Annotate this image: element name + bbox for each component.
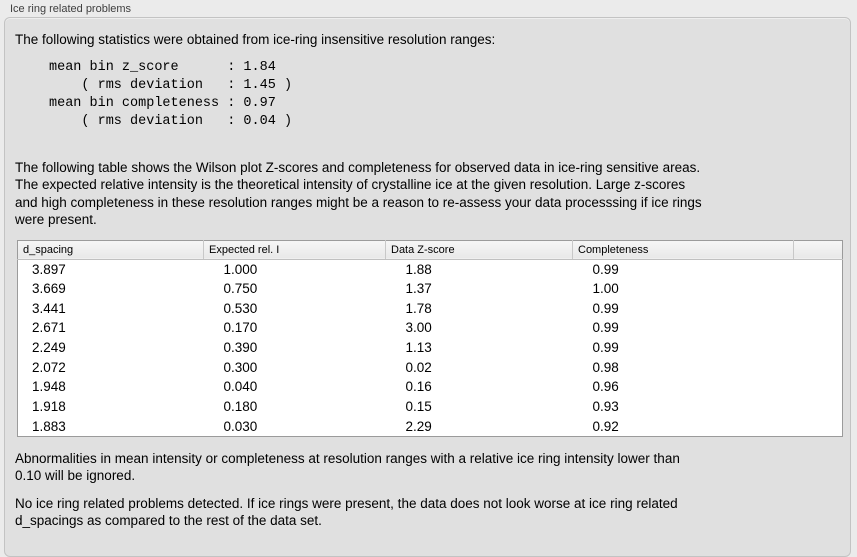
table-cell[interactable]: 1.37	[405, 281, 432, 297]
column-header-completeness[interactable]: Completeness	[572, 240, 794, 260]
column-header-expected-rel-i[interactable]: Expected rel. I	[203, 240, 386, 260]
table-cell[interactable]: 3.441	[32, 300, 66, 316]
table-row[interactable]: 3.897 1.000 1.88 0.99	[18, 259, 843, 279]
table-cell[interactable]: 1.00	[592, 281, 619, 297]
table-cell[interactable]: 2.29	[405, 418, 432, 434]
table-cell[interactable]: 1.88	[405, 261, 432, 277]
table-cell[interactable]: 1.13	[405, 340, 432, 356]
column-header-data-z-score[interactable]: Data Z-score	[385, 240, 573, 260]
table-cell[interactable]: 0.92	[592, 418, 619, 434]
table-cell[interactable]: 0.02	[405, 359, 432, 375]
table-cell[interactable]: 0.99	[592, 340, 619, 356]
table-cell[interactable]: 2.249	[32, 340, 66, 356]
column-header-d-spacing[interactable]: d_spacing	[17, 240, 204, 260]
table-row[interactable]: 2.249 0.390 1.13 0.99	[18, 338, 843, 358]
table-cell[interactable]: 0.16	[405, 379, 432, 395]
table-cell[interactable]: 2.671	[32, 320, 66, 336]
table-cell[interactable]: 0.530	[223, 300, 258, 316]
table-cell[interactable]	[794, 279, 843, 299]
ice-ring-groupbox: The following statistics were obtained f…	[4, 17, 851, 557]
table-cell[interactable]	[794, 298, 843, 318]
table-cell[interactable]: 0.170	[223, 320, 258, 336]
table-cell[interactable]: 1.948	[32, 379, 66, 395]
panel-title: Ice ring related problems	[10, 3, 132, 15]
table-cell[interactable]: 0.99	[592, 320, 619, 336]
conclusion-text: No ice ring related problems detected. I…	[15, 495, 678, 529]
table-cell[interactable]: 0.030	[223, 418, 258, 434]
table-cell[interactable]: 0.98	[592, 359, 619, 375]
intro-text: The following statistics were obtained f…	[15, 32, 496, 47]
table-cell[interactable]	[794, 377, 843, 397]
table-cell[interactable]	[794, 417, 843, 437]
table-row[interactable]: 3.669 0.750 1.37 1.00	[18, 279, 843, 299]
table-cell[interactable]	[794, 318, 843, 338]
table-cell[interactable]	[794, 397, 843, 417]
table-cell[interactable]: 1.883	[32, 418, 66, 434]
table-row[interactable]: 1.918 0.180 0.15 0.93	[18, 397, 843, 417]
table-row[interactable]: 1.948 0.040 0.16 0.96	[18, 377, 843, 397]
table-cell[interactable]: 3.00	[405, 320, 432, 336]
table-cell[interactable]: 0.300	[223, 359, 258, 375]
note-text: Abnormalities in mean intensity or compl…	[15, 450, 680, 484]
table-row[interactable]: 1.883 0.030 2.29 0.92	[18, 417, 843, 437]
table-cell[interactable]: 0.99	[592, 261, 619, 277]
table-cell[interactable]	[794, 357, 843, 377]
stats-block: mean bin z_score : 1.84 ( rms deviation …	[49, 59, 293, 129]
table-cell[interactable]: 3.669	[32, 281, 66, 297]
table-cell[interactable]: 0.93	[592, 399, 619, 415]
ice-ring-table: d_spacing Expected rel. I Data Z-score Comp…	[17, 239, 843, 437]
table-cell[interactable]: 0.180	[223, 399, 258, 415]
table-header-row: d_spacing Expected rel. I Data Z-score Comp…	[17, 240, 843, 260]
table-cell[interactable]	[794, 259, 843, 279]
table-cell[interactable]: 0.99	[592, 300, 619, 316]
table-cell[interactable]: 1.000	[223, 261, 258, 277]
table-cell[interactable]: 3.897	[32, 261, 66, 277]
column-header-filler	[793, 240, 843, 260]
table-cell[interactable]: 0.040	[223, 379, 258, 395]
table-row[interactable]: 2.072 0.300 0.02 0.98	[18, 357, 843, 377]
table-row[interactable]: 2.671 0.170 3.00 0.99	[18, 318, 843, 338]
table-row[interactable]: 3.441 0.530 1.78 0.99	[18, 298, 843, 318]
description-text: The following table shows the Wilson plo…	[15, 159, 702, 228]
table-cell[interactable]: 0.96	[592, 379, 619, 395]
table-cell[interactable]: 2.072	[32, 359, 66, 375]
table-cell[interactable]	[794, 338, 843, 358]
table-cell[interactable]: 0.15	[405, 399, 432, 415]
table-cell[interactable]: 0.750	[223, 281, 258, 297]
table-cell[interactable]: 1.918	[32, 399, 66, 415]
table-body: 3.897 1.000 1.88 0.99 3.669 0.750 1.37 1.00 3.44…	[18, 259, 843, 436]
table-cell[interactable]: 0.390	[223, 340, 258, 356]
table-cell[interactable]: 1.78	[405, 300, 432, 316]
